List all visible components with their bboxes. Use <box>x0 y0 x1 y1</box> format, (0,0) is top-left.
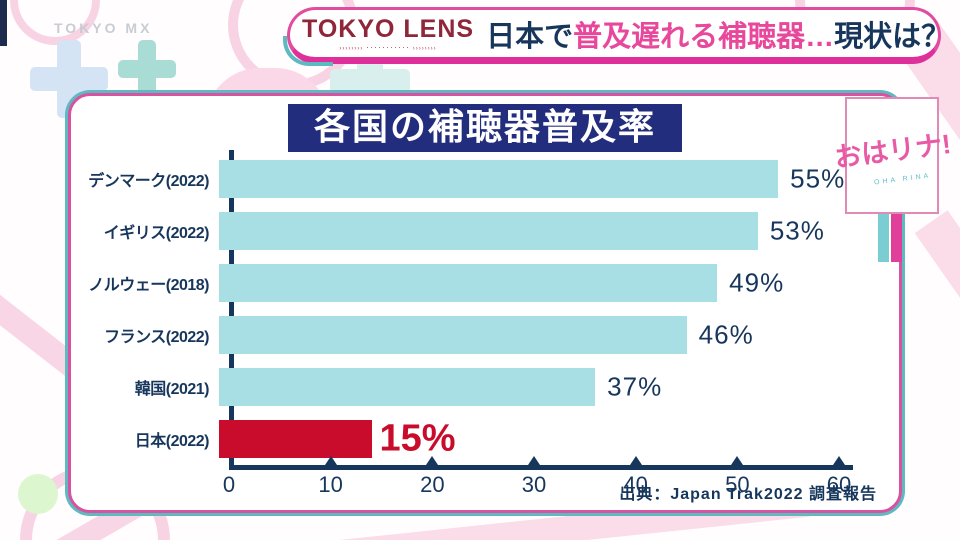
tokyo-lens-logo-title: TOKYO LENS <box>302 14 475 43</box>
bar-value-label: 37% <box>607 371 663 402</box>
bar-value-label: 46% <box>698 319 754 350</box>
tick-label: 50 <box>725 472 750 497</box>
bar-highlight <box>219 420 372 458</box>
x-axis-tick-labels: 0 10 20 30 40 50 60 <box>223 470 853 498</box>
tick-label: 30 <box>521 472 547 497</box>
tick-label: 40 <box>623 472 648 497</box>
category-label: ノルウェー(2018) <box>88 277 209 294</box>
bar-track: 46% <box>219 309 829 361</box>
tick-label: 20 <box>420 472 445 497</box>
stick-pink-bar <box>891 210 902 262</box>
bg-dot-icon <box>18 474 58 514</box>
program-logo: おはリナ! OHA RINA <box>832 97 952 214</box>
bar-value-label: 53% <box>769 215 825 246</box>
category-label: イギリス(2022) <box>103 225 210 242</box>
bg-stripe-icon <box>914 210 960 430</box>
y-axis-line <box>229 150 234 470</box>
program-logo-stick <box>878 210 904 262</box>
chart-rows: デンマーク(2022) 55% イギリス(2022) 53% ノルウェー(2018) 49… <box>81 153 889 465</box>
program-logo-subtitle: OHA RINA <box>873 172 932 186</box>
tv-watermark: TOKYO MX <box>54 20 153 36</box>
tick-label: 10 <box>318 472 343 497</box>
bar <box>219 368 596 406</box>
bar <box>219 160 779 198</box>
chart-title: 各国の補聴器普及率 <box>287 104 682 152</box>
tokyo-lens-logo: TOKYO LENS ›››››››› ･･･････････ ›››››››› <box>302 16 474 52</box>
tick-mark-icon <box>731 456 744 465</box>
bar-track: 53% <box>219 205 829 257</box>
tick-mark-icon <box>528 456 540 465</box>
program-logo-title: おはリナ! <box>832 128 953 173</box>
bar <box>219 316 687 354</box>
tick-label: 0 <box>222 472 236 497</box>
tick-mark-icon <box>426 456 439 465</box>
bar-track: 37% <box>219 361 829 413</box>
tick-mark-icon <box>833 456 845 465</box>
tick-label: 60 <box>826 472 852 497</box>
chart-row: イギリス(2022) 53% <box>81 205 889 257</box>
tick-mark-icon <box>629 456 642 465</box>
bg-plus-icon <box>118 40 176 98</box>
bar-track: 55% <box>219 153 844 205</box>
stick-teal-bar <box>878 210 889 262</box>
screen-edge-artifact <box>0 0 7 46</box>
chart-row: 日本(2022) 15% <box>81 413 889 465</box>
bar <box>219 264 718 302</box>
chart-row: 韓国(2021) 37% <box>81 361 889 413</box>
category-label: 韓国(2021) <box>134 381 210 398</box>
x-axis-line <box>229 456 853 470</box>
category-label: フランス(2022) <box>104 329 209 346</box>
tokyo-lens-logo-subtext: ›››››››› ･･･････････ ›››››››› <box>339 45 437 52</box>
category-label: 日本(2022) <box>134 433 210 450</box>
chart-row: ノルウェー(2018) 49% <box>81 257 889 309</box>
bar <box>219 212 758 250</box>
headline-banner: TOKYO LENS ›››››››› ･･･････････ ››››››››… <box>283 7 950 66</box>
tick-mark-icon <box>324 456 337 465</box>
headline-segment: 日本で <box>486 20 574 53</box>
chart-row: デンマーク(2022) 55% <box>81 153 889 205</box>
bar-value-label: 55% <box>790 163 846 194</box>
headline-segment: 現状は？ <box>834 20 951 53</box>
bar-value-label: 49% <box>729 267 785 298</box>
bar-track: 15% <box>219 413 829 465</box>
headline-text: 日本で普及遅れる補聴器…現状は？ <box>486 13 950 55</box>
bg-plus-icon <box>30 40 108 118</box>
bar-track: 49% <box>219 257 829 309</box>
headline-segment: 普及遅れる補聴器… <box>573 20 835 53</box>
source-note: 出典：Japan Trak2022 調査報告 <box>619 486 877 503</box>
bar-value-label: 15% <box>379 417 456 460</box>
chart-panel: 各国の補聴器普及率 デンマーク(2022) 55% イギリス(2022) 53% ノルウ… <box>68 93 902 513</box>
chart-row: フランス(2022) 46% <box>81 309 889 361</box>
bar-chart: デンマーク(2022) 55% イギリス(2022) 53% ノルウェー(2018) 49… <box>81 150 889 498</box>
category-label: デンマーク(2022) <box>88 173 209 190</box>
